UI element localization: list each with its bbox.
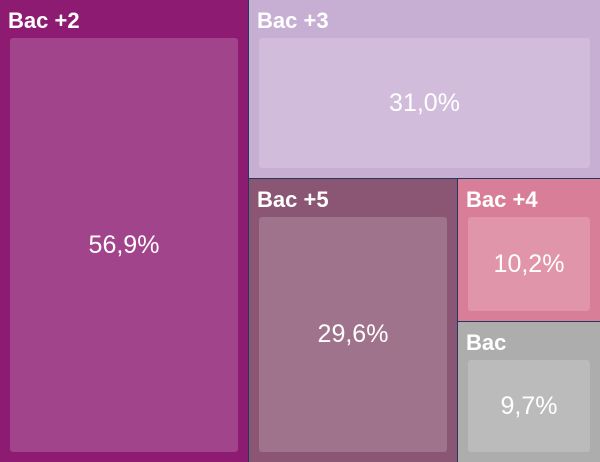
- tile-value-box: 29,6%: [259, 217, 447, 452]
- tile-label: Bac +5: [257, 187, 329, 212]
- tile-value-label: 56,9%: [88, 230, 160, 259]
- tile-value-box: 9,7%: [468, 360, 590, 452]
- treemap-tile: Bac +5 29,6%: [249, 179, 457, 462]
- tile-value-label: 10,2%: [493, 249, 565, 278]
- tile-value-box: 31,0%: [259, 38, 590, 168]
- tile-label: Bac +3: [257, 8, 329, 33]
- treemap-tile: Bac 9,7%: [458, 322, 600, 462]
- treemap-tile: Bac +3 31,0%: [249, 0, 600, 178]
- tile-label: Bac +4: [466, 187, 538, 212]
- tile-value-label: 9,7%: [500, 391, 558, 420]
- tile-value-box: 10,2%: [468, 217, 590, 311]
- tile-label: Bac: [466, 330, 507, 355]
- tile-value-box: 56,9%: [10, 38, 238, 452]
- treemap-tile: Bac +2 56,9%: [0, 0, 248, 462]
- treemap-tile: Bac +4 10,2%: [458, 179, 600, 321]
- tile-value-label: 31,0%: [389, 88, 460, 117]
- tile-label: Bac +2: [8, 8, 80, 33]
- tile-value-label: 29,6%: [317, 320, 389, 348]
